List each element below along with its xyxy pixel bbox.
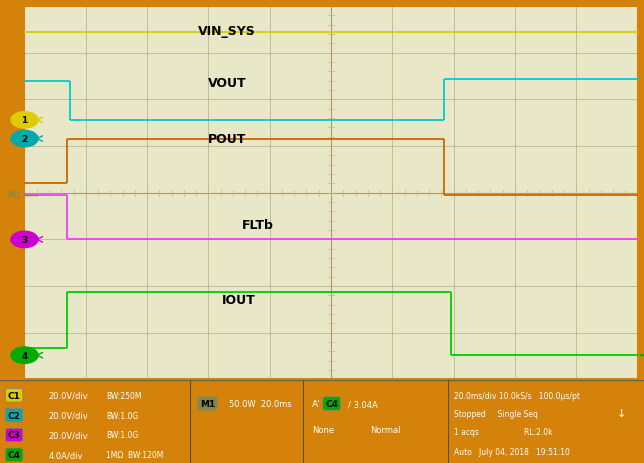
Text: ↓: ↓: [617, 408, 626, 419]
Text: 1MΩ  BW:120M: 1MΩ BW:120M: [106, 450, 164, 459]
Text: C4: C4: [8, 450, 21, 459]
Text: FLTb: FLTb: [242, 219, 274, 232]
Text: BW:250M: BW:250M: [106, 391, 142, 400]
Text: 50.0W  20.0ms: 50.0W 20.0ms: [229, 399, 291, 408]
Circle shape: [11, 347, 38, 363]
Text: 3: 3: [21, 235, 28, 244]
Text: 1 acqs                   RL:2.0k: 1 acqs RL:2.0k: [454, 427, 553, 436]
Text: A': A': [312, 399, 321, 408]
Circle shape: [11, 131, 38, 147]
Text: M1: M1: [7, 191, 21, 200]
Text: 20.0ms/div 10.0kS/s   100.0μs/pt: 20.0ms/div 10.0kS/s 100.0μs/pt: [454, 391, 580, 400]
Text: / 3.04A: / 3.04A: [348, 399, 377, 408]
Text: C4: C4: [325, 399, 338, 408]
Text: C3: C3: [8, 431, 21, 439]
Text: VOUT: VOUT: [207, 77, 246, 90]
Text: Normal: Normal: [370, 425, 401, 434]
Text: 2: 2: [21, 135, 28, 144]
Text: POUT: POUT: [207, 133, 246, 146]
Circle shape: [11, 113, 38, 129]
Text: 1: 1: [21, 116, 28, 125]
Text: 20.0V/div: 20.0V/div: [48, 391, 88, 400]
Text: Stopped     Single Seq: Stopped Single Seq: [454, 409, 538, 418]
Text: C2: C2: [8, 411, 21, 419]
Text: 20.0V/div: 20.0V/div: [48, 431, 88, 439]
Text: 4: 4: [21, 351, 28, 360]
Text: M1: M1: [200, 399, 215, 408]
Text: C1: C1: [8, 391, 21, 400]
Circle shape: [11, 232, 38, 248]
Text: VIN_SYS: VIN_SYS: [198, 25, 256, 38]
Text: BW:1.0G: BW:1.0G: [106, 431, 138, 439]
Text: IOUT: IOUT: [222, 293, 256, 306]
Text: 20.0V/div: 20.0V/div: [48, 411, 88, 419]
Text: BW:1.0G: BW:1.0G: [106, 411, 138, 419]
Text: 4.0A/div: 4.0A/div: [48, 450, 83, 459]
Text: None: None: [312, 425, 334, 434]
Text: Auto   July 04, 2018   19:51:10: Auto July 04, 2018 19:51:10: [454, 447, 570, 456]
